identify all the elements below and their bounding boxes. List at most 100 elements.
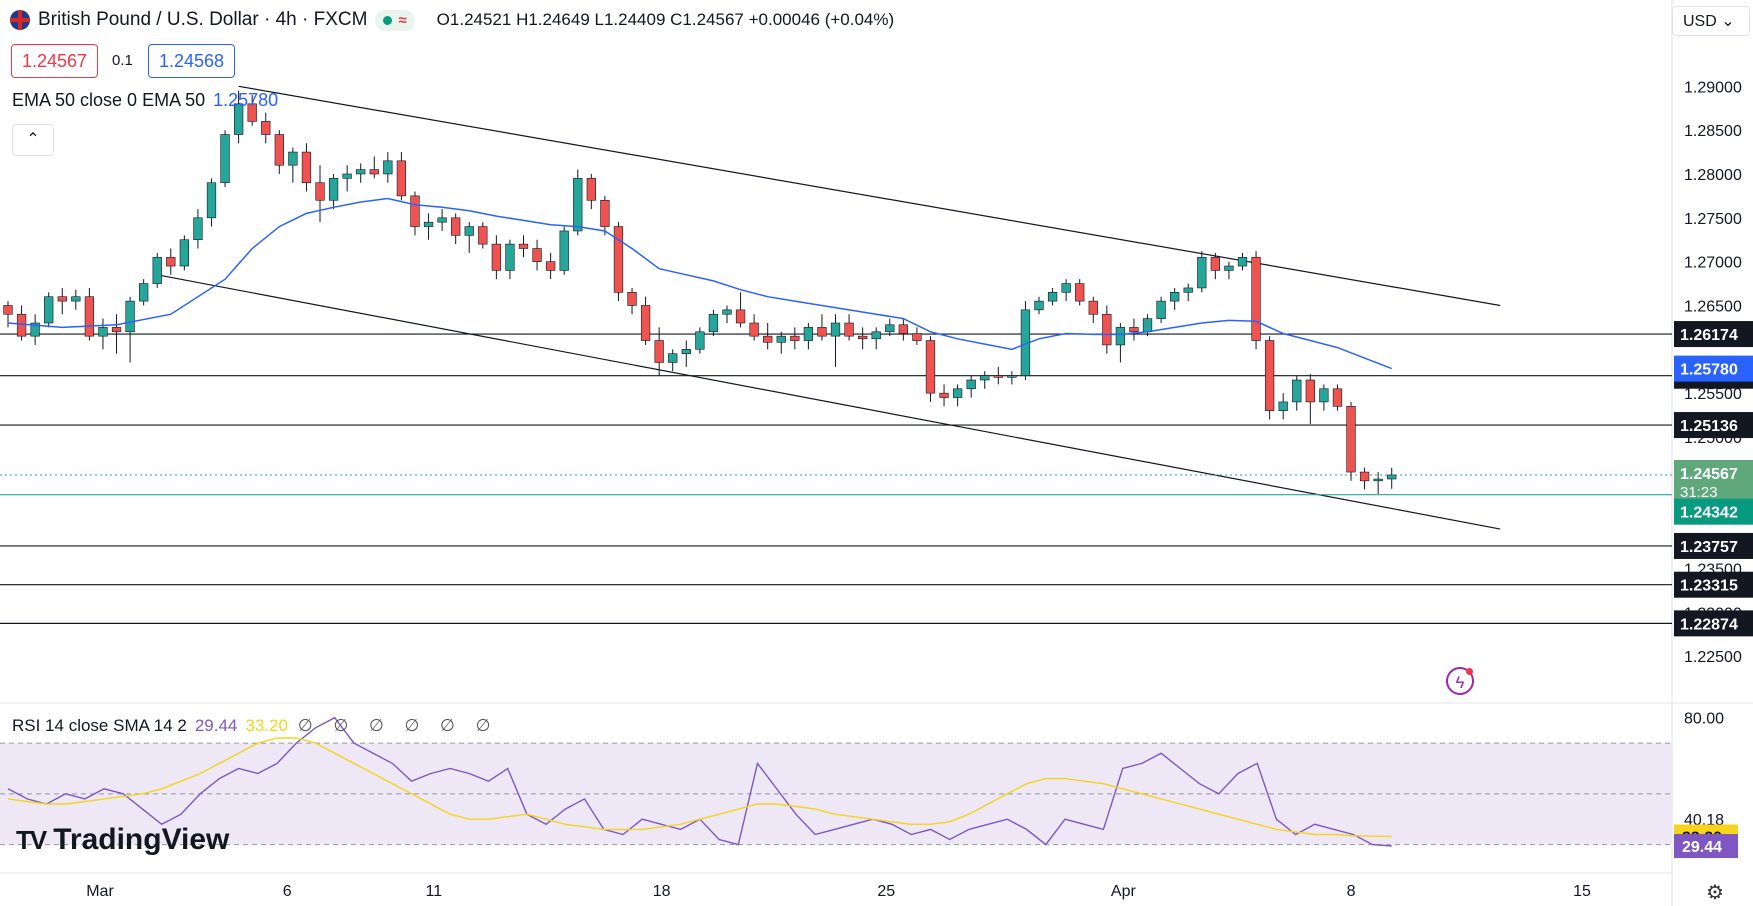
level-tag-label: 1.25136 <box>1680 418 1738 435</box>
y-tick-label: 1.27000 <box>1684 255 1742 272</box>
y-tick-label: 1.28500 <box>1684 123 1742 140</box>
buy-price-button[interactable]: 1.24568 <box>148 44 236 78</box>
rsi-sma-value: 33.20 <box>245 716 288 735</box>
candle-down <box>749 322 759 337</box>
candle-down <box>451 217 461 236</box>
ohlc-readout: O1.24521 H1.24649 L1.24409 C1.24567 +0.0… <box>436 10 895 29</box>
candle-down <box>274 134 284 166</box>
rsi-y-tick-label: 80.00 <box>1684 711 1724 728</box>
ema-price-tag <box>1674 355 1753 382</box>
candle-up <box>1034 300 1044 311</box>
trend-line <box>238 85 1501 307</box>
candle-up <box>1183 287 1193 293</box>
rsi-label: RSI 14 close SMA 14 2 <box>12 716 187 735</box>
candle-down <box>1251 256 1261 341</box>
candle-up <box>179 239 189 267</box>
candle-down <box>640 305 651 341</box>
candle-down <box>57 296 67 302</box>
tradingview-logo[interactable]: TV TradingView <box>16 823 229 857</box>
candle-up <box>193 217 203 241</box>
candle-up <box>152 256 162 284</box>
level-tag <box>1674 532 1753 559</box>
x-tick-label: 18 <box>653 883 671 900</box>
candle-down <box>790 335 800 341</box>
candle-up <box>668 353 678 363</box>
ema-legend[interactable]: EMA 50 close 0 EMA 50 1.25780 <box>12 90 278 111</box>
candle-up <box>1373 478 1383 482</box>
candle-up <box>464 226 474 236</box>
candle-down <box>817 327 827 337</box>
candle-down <box>993 375 1003 378</box>
y-tick-label: 1.27500 <box>1684 211 1742 228</box>
wave-icon: ≈ <box>398 11 407 29</box>
candle-down <box>939 392 949 398</box>
candle-down <box>3 305 13 315</box>
candle-down <box>545 261 556 271</box>
candle-up <box>206 182 217 219</box>
rsi-null-values: ∅ ∅ ∅ ∅ ∅ ∅ <box>297 716 499 735</box>
candle-up <box>1237 256 1248 267</box>
candle-down <box>925 340 936 394</box>
candle-up <box>71 296 81 302</box>
candle-up <box>139 283 149 302</box>
candle-up <box>966 379 976 390</box>
candle-down <box>1359 471 1370 482</box>
candle-up <box>1061 283 1071 293</box>
candle-down <box>1346 406 1356 473</box>
y-tick-label: 1.25500 <box>1684 386 1742 403</box>
x-tick-label: 8 <box>1347 883 1356 900</box>
candle-down <box>763 335 773 343</box>
candle-down <box>898 324 908 334</box>
gear-icon[interactable]: ⚙ <box>1706 882 1724 904</box>
candle-up <box>776 335 786 343</box>
candle-down <box>1129 327 1139 333</box>
candle-up <box>505 243 515 271</box>
y-tick-label: 1.29000 <box>1684 79 1742 96</box>
candle-down <box>491 243 502 271</box>
level-tag <box>1674 412 1753 439</box>
x-tick-label: Mar <box>86 883 114 900</box>
tradingview-logo-mark: TV <box>16 824 47 855</box>
candle-down <box>600 199 610 227</box>
rsi-band <box>0 743 1672 845</box>
ema50-line <box>7 197 1392 370</box>
candle-up <box>952 388 963 398</box>
candle-up <box>695 331 705 350</box>
trend-line <box>157 274 1501 530</box>
market-status-toggle[interactable]: ≈ <box>375 9 415 31</box>
candle-down <box>518 243 529 249</box>
candle-up <box>559 230 569 271</box>
level-tag <box>1674 610 1753 637</box>
candle-up <box>437 217 447 223</box>
candle-up <box>1319 388 1329 403</box>
candle-down <box>586 178 596 201</box>
candle-up <box>1142 318 1153 333</box>
collapse-legend-button[interactable]: ⌃ <box>12 124 54 156</box>
rsi-legend[interactable]: RSI 14 close SMA 14 2 29.44 33.20 ∅ ∅ ∅ ∅ ∅… <box>12 716 498 736</box>
currency-selector[interactable]: USD ⌄ <box>1672 6 1750 36</box>
candle-up <box>573 178 583 232</box>
candle-down <box>1102 313 1112 346</box>
x-tick-label: 15 <box>1573 883 1591 900</box>
alert-price-tag-label: 1.24342 <box>1680 505 1738 522</box>
candle-down <box>16 313 27 337</box>
candle-down <box>654 340 664 363</box>
sell-price-button[interactable]: 1.24567 <box>11 44 99 78</box>
rsi-tag <box>1674 834 1738 859</box>
candle-down <box>1332 388 1343 407</box>
chevron-up-icon: ⌃ <box>26 131 40 148</box>
candle-up <box>233 103 244 135</box>
last-price-tag-label: 1.24567 <box>1680 466 1738 483</box>
bolt-icon[interactable]: ϟ <box>1446 667 1474 695</box>
candle-up <box>1156 300 1166 319</box>
candle-up <box>803 327 814 341</box>
candle-down <box>261 121 271 135</box>
candle-up <box>328 178 339 201</box>
candle-up <box>98 327 108 337</box>
ema-label: EMA 50 close 0 EMA 50 <box>12 90 206 110</box>
candle-down <box>627 292 637 306</box>
rsi-value: 29.44 <box>194 716 238 735</box>
candle-down <box>396 160 407 197</box>
symbol-title[interactable]: British Pound / U.S. Dollar · 4h · FXCM <box>38 9 368 30</box>
